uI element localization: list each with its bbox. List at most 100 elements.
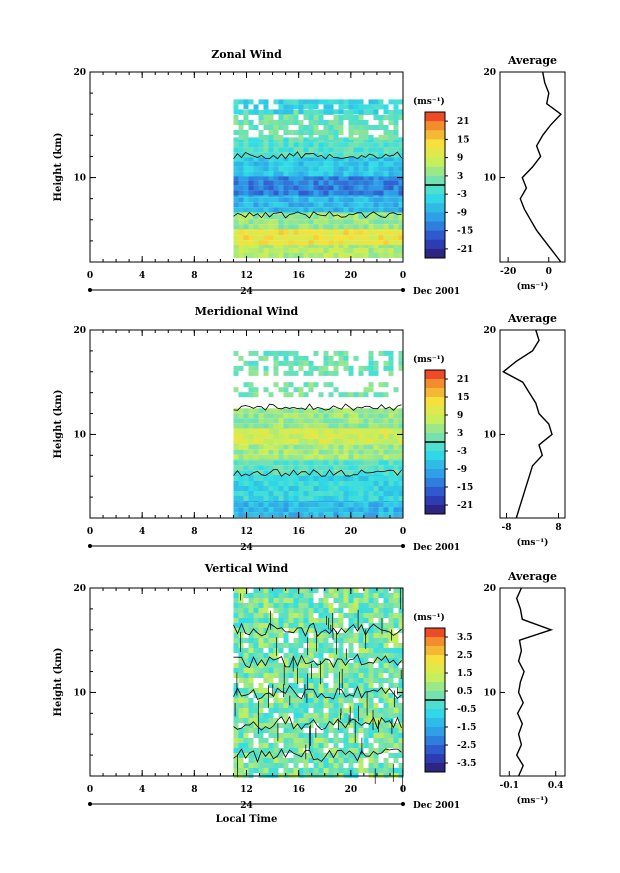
heat-cell bbox=[318, 623, 324, 628]
y-tick-label: 10 bbox=[73, 430, 86, 440]
heat-cell bbox=[338, 753, 344, 758]
heat-cell bbox=[368, 713, 374, 718]
heat-cell bbox=[273, 190, 279, 196]
heat-cell bbox=[348, 240, 354, 246]
heat-cell bbox=[368, 628, 374, 633]
heat-cell bbox=[268, 593, 274, 598]
heat-cell bbox=[378, 638, 384, 643]
heat-cell bbox=[278, 214, 284, 220]
heat-cell bbox=[243, 673, 249, 678]
heat-cell bbox=[353, 214, 359, 220]
heat-cell bbox=[378, 693, 384, 698]
heat-cell bbox=[243, 224, 249, 230]
heat-cell bbox=[318, 365, 324, 371]
colorbar-tick-label: 3.5 bbox=[457, 633, 473, 643]
heat-cell bbox=[368, 593, 374, 598]
colorbar-tick-label: -1.5 bbox=[457, 723, 476, 733]
heat-cell bbox=[298, 718, 304, 723]
heat-cell bbox=[273, 598, 279, 603]
heat-cell bbox=[278, 243, 284, 248]
heat-cell bbox=[353, 723, 359, 728]
heat-cell bbox=[388, 439, 394, 444]
heat-cell bbox=[288, 370, 294, 376]
heat-cell bbox=[378, 350, 384, 356]
heat-cell bbox=[328, 486, 334, 491]
heat-cell bbox=[333, 202, 339, 208]
heat-cell bbox=[353, 142, 359, 148]
heat-cell bbox=[258, 728, 264, 733]
heat-cell bbox=[268, 502, 274, 508]
heat-cell bbox=[248, 507, 254, 513]
heat-cell bbox=[253, 512, 259, 518]
heat-cell bbox=[288, 668, 294, 673]
heat-cell bbox=[338, 507, 344, 513]
heat-cell bbox=[283, 120, 289, 125]
heat-cell bbox=[328, 161, 334, 167]
heat-cell bbox=[288, 608, 294, 613]
heat-cell bbox=[238, 243, 244, 248]
heat-cell bbox=[398, 156, 404, 162]
heat-cell bbox=[313, 235, 319, 241]
heat-cell bbox=[283, 253, 289, 258]
heat-cell bbox=[263, 507, 269, 513]
heat-cell bbox=[288, 161, 294, 167]
heat-cell bbox=[368, 588, 374, 593]
heat-cell bbox=[273, 243, 279, 248]
heat-cell bbox=[398, 137, 404, 143]
heat-cell bbox=[303, 392, 309, 398]
heat-cell bbox=[363, 166, 369, 172]
heat-cell bbox=[258, 408, 264, 414]
heat-cell bbox=[393, 638, 399, 643]
heat-cell bbox=[363, 180, 369, 186]
heat-cell bbox=[338, 219, 344, 225]
heat-cell bbox=[313, 382, 319, 388]
heat-cell bbox=[278, 156, 284, 162]
heat-cell bbox=[398, 708, 404, 713]
heat-cell bbox=[368, 382, 374, 388]
heat-cell bbox=[323, 613, 329, 618]
heat-cell bbox=[388, 190, 394, 196]
heat-cell bbox=[338, 350, 344, 356]
heat-cell bbox=[273, 130, 279, 135]
heat-cell bbox=[383, 763, 389, 768]
heat-cell bbox=[393, 387, 399, 393]
heat-cell bbox=[358, 180, 364, 186]
heat-cell bbox=[373, 768, 379, 773]
heat-cell bbox=[243, 382, 249, 388]
heat-cell bbox=[323, 125, 329, 130]
heat-cell bbox=[283, 180, 289, 186]
heat-cell bbox=[293, 618, 299, 623]
heat-cell bbox=[348, 166, 354, 172]
heat-cell bbox=[378, 156, 384, 162]
heat-cell bbox=[273, 733, 279, 738]
heat-cell bbox=[278, 673, 284, 678]
heat-cell bbox=[298, 663, 304, 668]
heat-cell bbox=[253, 476, 259, 481]
heat-cell bbox=[278, 486, 284, 491]
heat-cell bbox=[243, 235, 249, 241]
heat-cell bbox=[338, 152, 344, 158]
heat-cell bbox=[248, 235, 254, 241]
heat-cell bbox=[328, 418, 334, 424]
heat-cell bbox=[308, 365, 314, 371]
heat-cell bbox=[243, 718, 249, 723]
heat-cell bbox=[378, 202, 384, 208]
heat-cell bbox=[388, 365, 394, 371]
heat-cell bbox=[283, 668, 289, 673]
heat-cell bbox=[233, 512, 239, 518]
heat-cell bbox=[368, 465, 374, 471]
avg-y-tick-label: 20 bbox=[483, 326, 496, 336]
heat-cell bbox=[353, 496, 359, 501]
x-tick-label: 12 bbox=[240, 271, 253, 281]
heat-cell bbox=[283, 115, 289, 120]
heat-cell bbox=[233, 718, 239, 723]
heat-cell bbox=[398, 763, 404, 768]
heat-cell bbox=[388, 224, 394, 230]
heat-cell bbox=[283, 387, 289, 393]
heat-cell bbox=[263, 491, 269, 496]
avg-x-tick-label: -0.1 bbox=[500, 781, 519, 791]
heat-cell bbox=[343, 104, 349, 110]
heat-cell bbox=[278, 197, 284, 203]
heat-cell bbox=[288, 365, 294, 371]
heat-cell bbox=[343, 683, 349, 688]
